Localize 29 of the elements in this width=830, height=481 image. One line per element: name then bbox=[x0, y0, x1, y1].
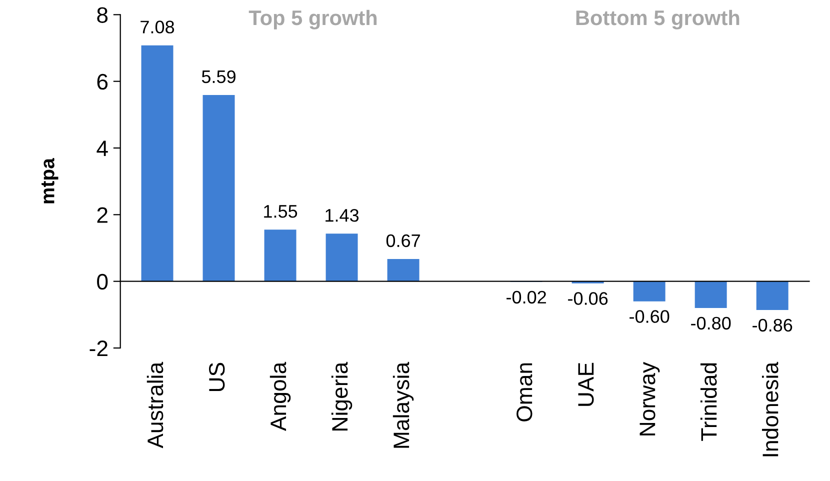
x-tick-label: Indonesia bbox=[762, 362, 778, 456]
data-label: -0.60 bbox=[630, 310, 670, 323]
y-axis-title: mtpa bbox=[42, 158, 58, 204]
x-tick-label: US bbox=[208, 362, 225, 392]
y-tick-label: 6 bbox=[97, 74, 108, 90]
data-label: 0.67 bbox=[386, 234, 420, 248]
annotation: Bottom 5 growth bbox=[576, 10, 740, 30]
x-tick-label: Trinidad bbox=[700, 363, 717, 441]
x-tick-label: Angola bbox=[270, 362, 291, 432]
data-label: 5.59 bbox=[202, 70, 236, 84]
y-tick-label: 0 bbox=[97, 274, 108, 290]
data-label: -0.80 bbox=[691, 316, 731, 330]
data-label: 1.55 bbox=[264, 205, 298, 218]
y-tick-label: 2 bbox=[97, 207, 108, 223]
data-label: -0.06 bbox=[568, 292, 608, 305]
x-tick-label: Australia bbox=[146, 362, 164, 448]
y-tick-label: -2 bbox=[90, 340, 108, 356]
data-label: 7.08 bbox=[140, 20, 174, 34]
y-tick-label: 4 bbox=[96, 140, 108, 156]
x-tick-label: Oman bbox=[516, 363, 532, 422]
x-tick-label: Nigeria bbox=[331, 362, 352, 430]
annotation: Top 5 growth bbox=[248, 10, 377, 30]
x-tick-label: UAE bbox=[578, 362, 594, 406]
data-label: -0.86 bbox=[752, 318, 792, 332]
data-label: -0.02 bbox=[506, 290, 546, 304]
x-tick-label: Norway bbox=[640, 362, 660, 436]
data-label: 1.43 bbox=[326, 208, 359, 222]
x-tick-label: Malaysia bbox=[392, 362, 414, 448]
y-tick-label: 8 bbox=[97, 7, 108, 23]
